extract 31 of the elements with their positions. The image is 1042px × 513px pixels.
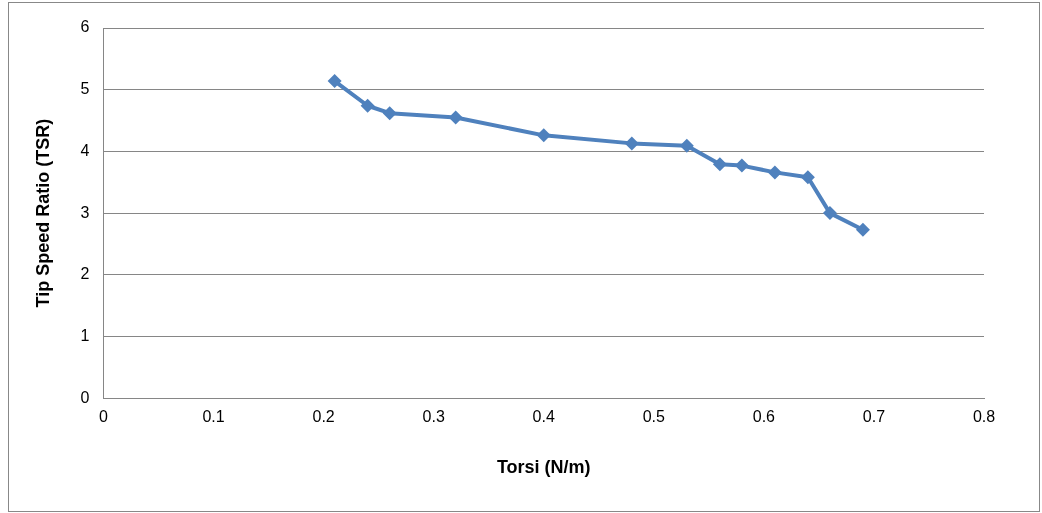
point [327, 74, 342, 89]
y-tick-label: 0 [80, 388, 90, 406]
point [822, 206, 837, 221]
y-tick-label: 5 [80, 80, 90, 98]
x-tick-label: 0.1 [202, 408, 225, 426]
y-tick-label: 2 [80, 265, 90, 283]
y-tick-label: 3 [80, 203, 90, 221]
point [382, 106, 397, 121]
x-tick-label: 0.3 [422, 408, 445, 426]
y-tick-label: 1 [80, 326, 90, 344]
y-axis-title: Tip Speed Ratio (TSR) [32, 118, 53, 308]
point [360, 98, 375, 113]
point [712, 157, 727, 172]
point [624, 136, 639, 151]
point [800, 170, 815, 185]
point [448, 110, 463, 125]
x-tick-label: 0.8 [972, 408, 996, 426]
x-tick-label: 0.4 [532, 408, 555, 426]
y-tick-label: 4 [80, 141, 90, 159]
point [536, 128, 551, 143]
y-tick-label: 6 [80, 18, 90, 36]
x-tick-label: 0.2 [312, 408, 335, 426]
x-tick-label: 0 [99, 408, 109, 426]
point [734, 158, 749, 173]
point [855, 222, 870, 237]
point [767, 165, 782, 180]
x-tick-label: 0.5 [642, 408, 666, 426]
x-tick-label: 0.7 [862, 408, 886, 426]
point [679, 138, 694, 153]
x-axis-title: Torsi (N/m) [496, 457, 591, 478]
x-tick-label: 0.6 [752, 408, 776, 426]
